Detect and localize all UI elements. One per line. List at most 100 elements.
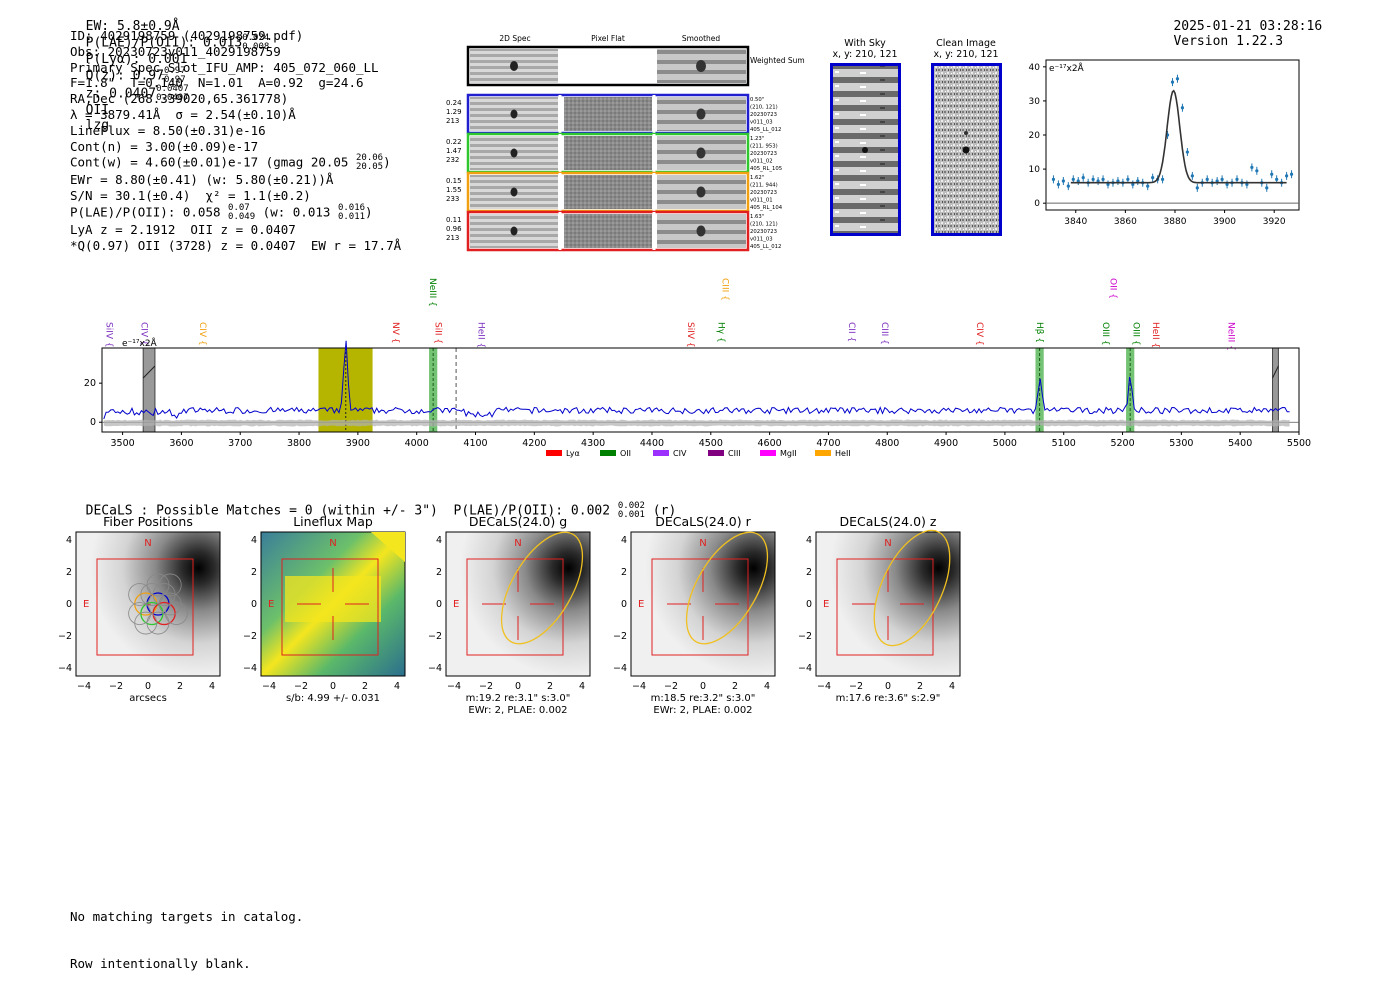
x-tick-label: 3900 <box>346 438 370 449</box>
y-tick-label: 4 <box>436 535 442 546</box>
x-tick-label: −2 <box>479 681 493 692</box>
header-q: Q(z): 0.97 <box>85 68 164 84</box>
fiber-circle <box>164 602 188 625</box>
y-tick-label: 30 <box>1029 97 1041 107</box>
info-q: *Q(0.97) OII (3728) z = 0.0407 EW r = 17… <box>70 237 402 253</box>
x-tick-label: 4100 <box>463 438 487 449</box>
info-contn: Cont(n) = 3.00(±0.09)e-17 <box>70 138 259 154</box>
data-point <box>1081 176 1085 180</box>
data-point <box>1215 179 1219 183</box>
weighted-sum-label: Weighted Sum <box>750 56 805 65</box>
decals-panel: DECaLS(24.0) z N E −4 −4 −2 −2 0 0 2 2 4 4 m:17.6 re:… <box>798 514 961 704</box>
cutout-left-label: 0.15 <box>446 177 462 185</box>
x-tick-label: 0 <box>700 681 706 692</box>
data-point <box>1245 182 1249 187</box>
info-obs: Obs: 20230723v011_4029198759 <box>70 43 281 59</box>
svg-text:HeII: HeII <box>835 449 851 458</box>
cutout-left-label: 1.55 <box>446 186 462 194</box>
y-tick-label: −2 <box>428 631 442 642</box>
svg-text:OII: OII <box>620 449 631 458</box>
cutout-left-label: 0.96 <box>446 225 462 233</box>
svg-text:Hγ {: Hγ { <box>715 322 725 343</box>
x-tick-label: 2 <box>917 681 923 692</box>
line-label: NV { <box>390 322 400 343</box>
x-tick-label: 4700 <box>816 438 840 449</box>
x-tick-label: 3900 <box>1213 217 1236 227</box>
data-point <box>1220 177 1224 181</box>
y-tick-label: 2 <box>436 567 442 578</box>
clean-coords: x, y: 210, 121 <box>933 49 999 60</box>
x-tick-label: 4200 <box>522 438 546 449</box>
svg-text:OII {: OII { <box>1108 278 1118 299</box>
decals-panel: DECaLS(24.0) g N E −4 −4 −2 −2 0 0 2 2 4 4 m:19.2 re:… <box>428 514 591 716</box>
header-timestamp: 2025-01-21 03:28:16 <box>1173 19 1323 34</box>
panel-image <box>815 531 961 677</box>
y-tick-label: −2 <box>243 631 257 642</box>
data-point <box>1225 182 1229 187</box>
x-tick-label: 3500 <box>110 438 134 449</box>
x-tick-label: 5100 <box>1052 438 1076 449</box>
header-z-lo: 0.0407 <box>156 93 189 103</box>
y-tick-label: −4 <box>428 663 442 674</box>
data-point <box>1151 176 1155 180</box>
with-sky-title: With Sky x, y: 210, 121 <box>830 38 900 60</box>
y-tick-label: −2 <box>613 631 627 642</box>
y-tick-label: 0 <box>436 599 442 610</box>
cutout-right-label: v011_03 <box>750 237 773 243</box>
cutout-left-label: 1.47 <box>446 147 462 155</box>
svg-text:SiIV {: SiIV { <box>685 322 695 348</box>
footer-note: No matching targets in catalog. Row inte… <box>70 877 303 988</box>
x-tick-label: 5300 <box>1169 438 1193 449</box>
x-tick-label: 2 <box>177 681 183 692</box>
cutout-right-label: 1.23" <box>750 136 764 142</box>
cutout-right-label: 405_LL_012 <box>750 127 781 133</box>
panel-title: DECaLS(24.0) g <box>469 514 567 529</box>
y-tick-label: −2 <box>58 631 72 642</box>
panel-title: Lineflux Map <box>293 514 373 529</box>
cutout-right-label: 1.63" <box>750 214 764 220</box>
panel-title: Fiber Positions <box>103 514 193 529</box>
data-point <box>1195 186 1199 190</box>
decals-summary-hi: 0.002 <box>617 501 645 511</box>
data-point <box>1180 106 1185 110</box>
y-tick-label: 4 <box>806 535 812 546</box>
info-lambda: λ = 3879.41Å σ = 2.54(±0.10)Å <box>70 106 296 122</box>
svg-text:CII {: CII { <box>846 322 856 342</box>
header-ew: EW: 5.8±0.9Å <box>85 19 180 34</box>
header-plae-lo: 0.008 <box>242 42 270 52</box>
fiber-circle <box>134 611 158 635</box>
y-tick-label: 0 <box>251 599 257 610</box>
data-point <box>1255 169 1259 173</box>
svg-text:CIV: CIV <box>673 449 687 458</box>
x-tick-label: −4 <box>817 681 831 692</box>
x-tick-label: 4 <box>394 681 400 692</box>
cutout-grid: 2D Spec Pixel Flat Smoothed Weighted Sum… <box>446 34 805 252</box>
data-point <box>1066 184 1070 188</box>
north-label: N <box>144 538 151 549</box>
decals-summary: DECaLS : Possible Matches = 0 (within +/… <box>70 487 677 520</box>
panel-image <box>630 531 776 677</box>
svg-text:HeII {: HeII { <box>1150 322 1160 348</box>
y-tick-label: −4 <box>613 663 627 674</box>
cutout-right-label: 405_RL_105 <box>750 166 782 172</box>
decals-panels: Fiber Positions+NE−4−4−2−2002244arcsecsL… <box>58 514 961 716</box>
y-tick-label: 2 <box>66 567 72 578</box>
flux-corner <box>371 532 405 562</box>
data-point <box>1284 174 1289 178</box>
data-point <box>1146 184 1150 188</box>
cutout-right-label: 0.50" <box>750 97 764 103</box>
aperture-box <box>281 558 379 656</box>
x-tick-label: 4 <box>579 681 585 692</box>
x-tick-label: 3880 <box>1164 217 1187 227</box>
panel-title: DECaLS(24.0) r <box>655 514 751 529</box>
line-label: NeIII { <box>1225 322 1235 351</box>
svg-text:Lyα: Lyα <box>566 449 580 458</box>
line-label: OIII { <box>1131 322 1141 346</box>
cutout-left-label: 232 <box>446 156 459 164</box>
legend-entry: HeII <box>815 449 851 458</box>
line-label: SiIV { <box>685 322 695 348</box>
data-point <box>1096 179 1100 183</box>
y-tick-label: 0 <box>66 599 72 610</box>
cutout-right-label: 405_LL_012 <box>750 244 781 250</box>
